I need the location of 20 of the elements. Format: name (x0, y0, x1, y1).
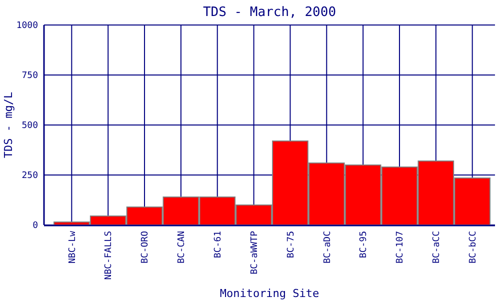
x-tick-label: BC-aDC (322, 231, 333, 264)
y-tick-label: 250 (22, 170, 38, 181)
chart-title: TDS - March, 2000 (202, 5, 336, 20)
x-tick-label: BC-95 (359, 231, 370, 258)
x-tick-label: BC-bCC (468, 231, 478, 264)
y-tick-label: 0 (32, 220, 38, 231)
x-axis-title: Monitoring Site (220, 287, 320, 300)
x-tick-label: BC-CAN (177, 231, 188, 264)
y-axis-title: TDS - mg/L (2, 92, 15, 158)
y-tick-label: 500 (22, 120, 38, 131)
x-tick-label: BC-61 (214, 231, 224, 258)
y-tick-label: 750 (22, 70, 38, 81)
x-tick-label: BC-107 (396, 231, 406, 264)
y-tick-label: 1000 (16, 20, 38, 31)
x-tick-label: BC-ORO (140, 231, 151, 264)
x-tick-label: BC-75 (286, 231, 296, 258)
x-tick-label: BC-aCC (432, 231, 442, 264)
x-tick-label: NBC-Lw (68, 230, 78, 264)
x-tick-label: NBC-FALLS (104, 231, 114, 280)
x-tick-label: BC-aWWTP (250, 230, 260, 274)
